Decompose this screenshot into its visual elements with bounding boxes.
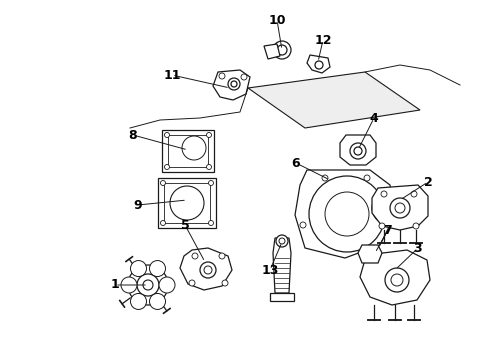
Circle shape: [381, 191, 387, 197]
Circle shape: [379, 223, 385, 229]
Polygon shape: [360, 250, 430, 305]
Circle shape: [143, 280, 153, 290]
Polygon shape: [264, 44, 280, 59]
Circle shape: [231, 81, 237, 87]
Circle shape: [206, 165, 212, 170]
Text: 6: 6: [292, 157, 300, 170]
Text: 2: 2: [424, 176, 432, 189]
Circle shape: [165, 165, 170, 170]
Circle shape: [300, 222, 306, 228]
Bar: [270, 293, 294, 301]
Bar: [162, 130, 214, 172]
Text: 8: 8: [129, 129, 137, 141]
Text: 11: 11: [163, 68, 181, 81]
Circle shape: [192, 253, 198, 259]
Text: 7: 7: [384, 224, 392, 237]
Text: 4: 4: [369, 112, 378, 125]
Circle shape: [372, 192, 404, 224]
Circle shape: [380, 200, 396, 216]
Text: 5: 5: [181, 219, 189, 231]
Circle shape: [170, 186, 204, 220]
Bar: [164, 183, 210, 223]
Polygon shape: [358, 245, 382, 263]
Bar: [168, 135, 208, 167]
Polygon shape: [273, 238, 291, 293]
Circle shape: [200, 262, 216, 278]
Circle shape: [364, 175, 370, 181]
Circle shape: [182, 136, 206, 160]
Polygon shape: [340, 135, 376, 165]
Circle shape: [228, 78, 240, 90]
Text: 3: 3: [414, 242, 422, 255]
Circle shape: [209, 220, 214, 225]
Circle shape: [385, 268, 409, 292]
Circle shape: [121, 277, 137, 293]
Circle shape: [367, 247, 373, 253]
Circle shape: [161, 180, 166, 185]
Circle shape: [165, 132, 170, 138]
Circle shape: [149, 261, 166, 276]
Circle shape: [241, 74, 247, 80]
Circle shape: [276, 235, 288, 247]
Circle shape: [279, 238, 285, 244]
Circle shape: [309, 176, 385, 252]
Circle shape: [219, 73, 225, 79]
Circle shape: [209, 180, 214, 185]
Text: 9: 9: [134, 198, 142, 212]
Text: 1: 1: [111, 279, 120, 292]
Polygon shape: [180, 248, 232, 290]
Circle shape: [315, 61, 323, 69]
Circle shape: [391, 274, 403, 286]
Polygon shape: [372, 185, 428, 230]
Circle shape: [354, 147, 362, 155]
Circle shape: [206, 132, 212, 138]
Text: 10: 10: [268, 14, 286, 27]
Circle shape: [325, 192, 369, 236]
Circle shape: [137, 274, 159, 296]
Polygon shape: [248, 72, 420, 128]
Circle shape: [219, 253, 225, 259]
Circle shape: [390, 198, 410, 218]
Circle shape: [277, 45, 287, 55]
Polygon shape: [295, 170, 395, 258]
Circle shape: [204, 266, 212, 274]
Circle shape: [395, 203, 405, 213]
Circle shape: [322, 175, 328, 181]
Circle shape: [130, 293, 147, 310]
Bar: [158, 178, 216, 228]
Circle shape: [189, 280, 195, 286]
Text: 12: 12: [314, 33, 332, 46]
Circle shape: [273, 41, 291, 59]
Circle shape: [222, 280, 228, 286]
Polygon shape: [213, 70, 250, 100]
Text: 13: 13: [261, 264, 279, 276]
Circle shape: [149, 293, 166, 310]
Circle shape: [161, 220, 166, 225]
Circle shape: [159, 277, 175, 293]
Polygon shape: [307, 55, 330, 73]
Circle shape: [411, 191, 417, 197]
Circle shape: [413, 223, 419, 229]
Circle shape: [350, 143, 366, 159]
Circle shape: [128, 265, 168, 305]
Circle shape: [130, 261, 147, 276]
